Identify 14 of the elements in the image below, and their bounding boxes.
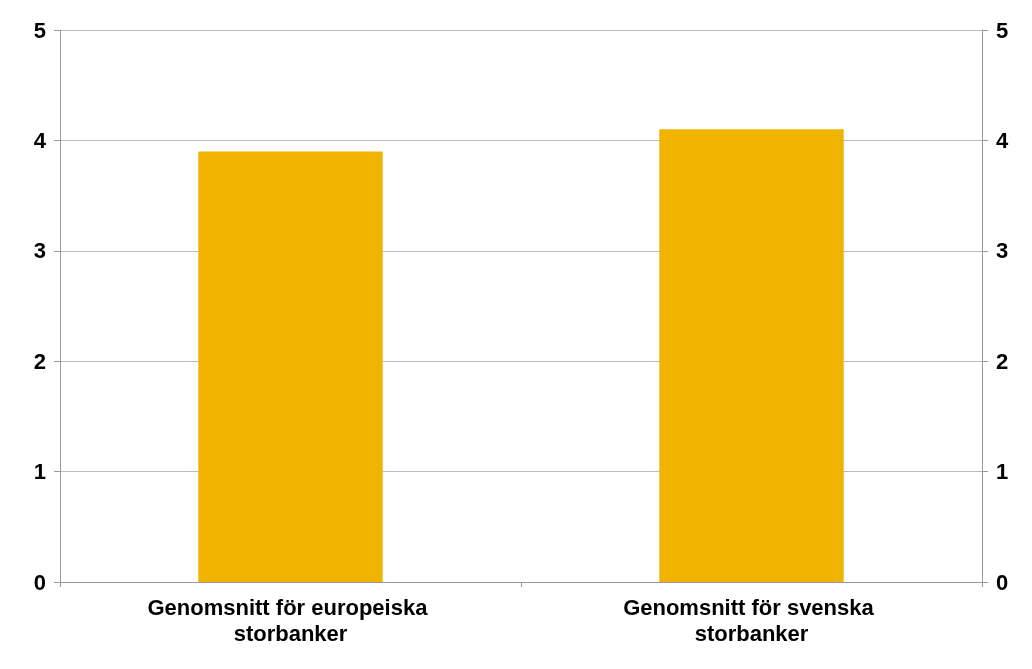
y-tick-label: 2 xyxy=(33,348,46,374)
y2-tick-label: 5 xyxy=(996,17,1009,43)
y2-tick-label: 1 xyxy=(996,459,1009,485)
x-tick-label: Genomsnitt för svenska storbanker xyxy=(623,594,880,646)
y2-tick-label: 2 xyxy=(996,348,1009,374)
y-tick-label: 0 xyxy=(33,569,46,595)
x-tick-label: Genomsnitt för europeiska storbanker xyxy=(147,594,434,646)
y-tick-label: 5 xyxy=(33,17,46,43)
y2-tick-label: 4 xyxy=(996,127,1009,153)
y2-tick-label: 0 xyxy=(996,569,1009,595)
y-tick-label: 3 xyxy=(33,238,46,264)
y-tick-label: 4 xyxy=(33,127,47,153)
y2-tick-label: 3 xyxy=(996,238,1009,264)
y-tick-label: 1 xyxy=(33,459,46,485)
